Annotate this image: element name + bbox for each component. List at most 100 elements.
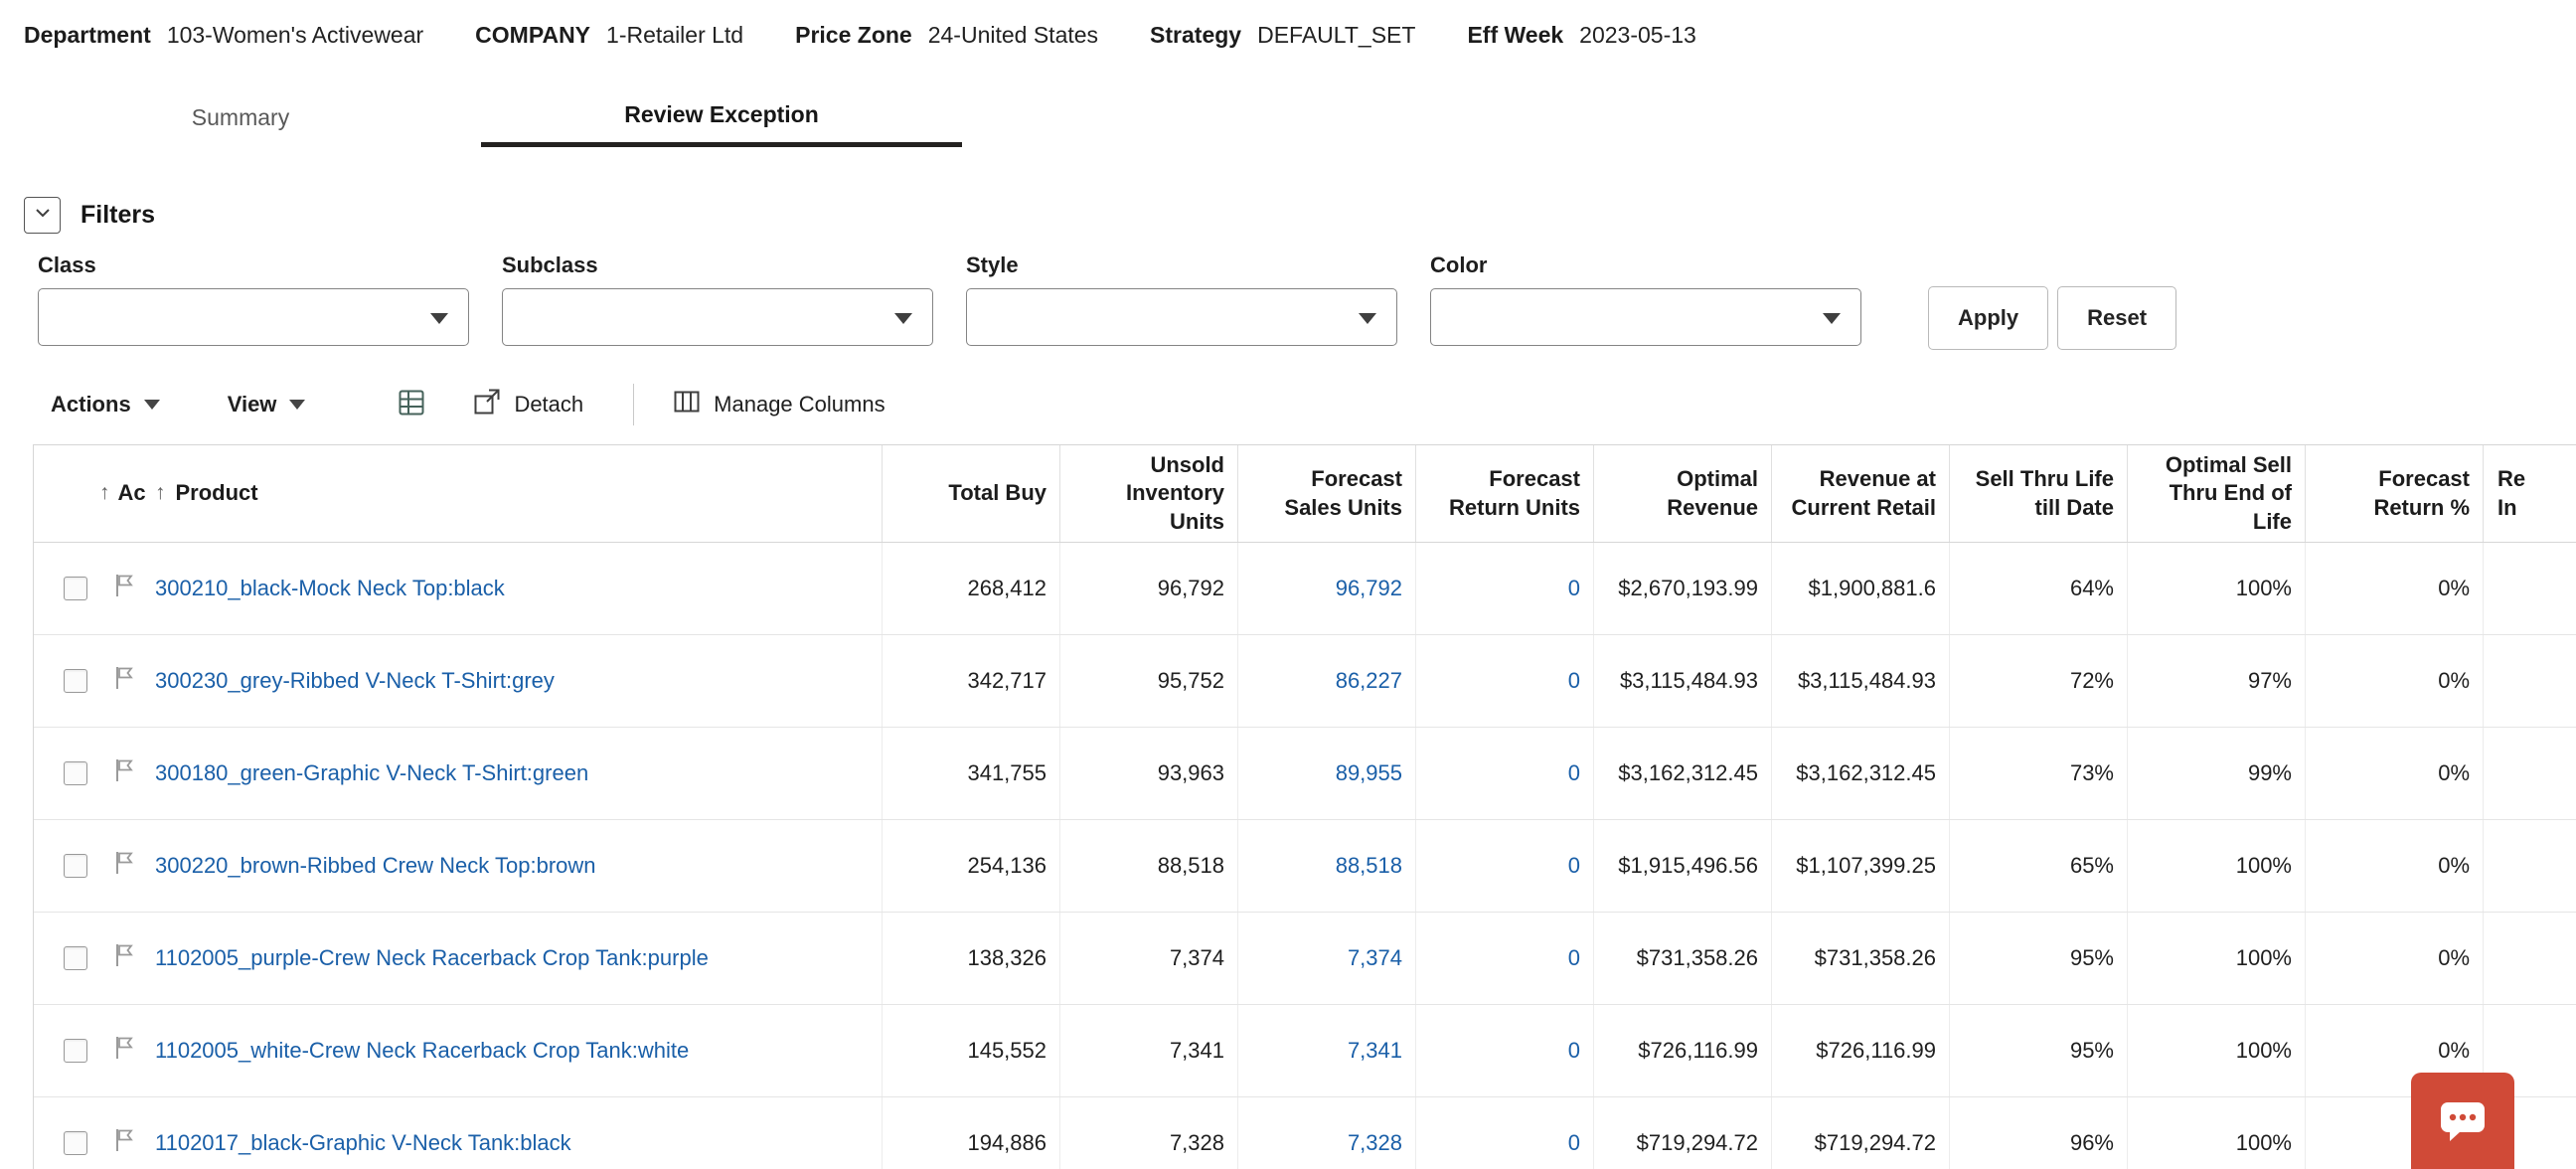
filters-collapse-button[interactable] (24, 197, 61, 234)
forecast-return-units-link[interactable]: 0 (1567, 668, 1580, 693)
class-select[interactable] (38, 288, 469, 346)
row-checkbox[interactable] (64, 854, 87, 878)
product-link[interactable]: 1102005_purple-Crew Neck Racerback Crop … (155, 945, 709, 970)
detach-button[interactable]: Detach (472, 387, 583, 422)
cell-forecast-return-pct: 0% (2306, 1005, 2484, 1096)
forecast-sales-units-link[interactable]: 89,955 (1335, 760, 1402, 785)
class-label: Class (38, 252, 96, 277)
apply-button[interactable]: Apply (1928, 286, 2049, 350)
manage-columns-button[interactable]: Manage Columns (672, 387, 886, 422)
flag-icon[interactable] (112, 757, 136, 789)
forecast-return-units-link[interactable]: 0 (1567, 760, 1580, 785)
flag-icon[interactable] (112, 665, 136, 697)
header-sell-thru-life-till-date[interactable]: Sell Thru Life till Date (1950, 445, 2128, 542)
cell-truncated-column (2484, 635, 2576, 727)
filter-field-subclass: Subclass (502, 252, 933, 346)
cell-flag (93, 820, 155, 912)
forecast-return-units-link[interactable]: 0 (1567, 576, 1580, 600)
header-unsold-inventory-units[interactable]: Unsold Inventory Units (1060, 445, 1238, 542)
flag-icon[interactable] (112, 850, 136, 882)
table-row[interactable]: 300210_black-Mock Neck Top:black 268,412… (34, 543, 2576, 635)
cell-truncated-column (2484, 913, 2576, 1004)
product-link[interactable]: 300230_grey-Ribbed V-Neck T-Shirt:grey (155, 668, 555, 693)
cell-sell-thru-life-till-date: 96% (1950, 1097, 2128, 1169)
flag-icon[interactable] (112, 573, 136, 604)
forecast-sales-units-link[interactable]: 7,341 (1347, 1038, 1402, 1063)
exceptions-table: ↑ Ac ↑ Product Total Buy Unsold Inventor… (33, 444, 2576, 1169)
header-total-buy[interactable]: Total Buy (883, 445, 1060, 542)
product-link[interactable]: 300210_black-Mock Neck Top:black (155, 576, 505, 600)
export-to-excel-button[interactable] (397, 388, 426, 422)
cell-revenue-at-current-retail: $726,116.99 (1772, 1005, 1950, 1096)
header-product[interactable]: ↑ Product (155, 445, 883, 542)
forecast-sales-units-link[interactable]: 7,328 (1347, 1130, 1402, 1155)
header-forecast-return-units[interactable]: Forecast Return Units (1416, 445, 1594, 542)
cell-flag (93, 543, 155, 634)
product-link[interactable]: 1102017_black-Graphic V-Neck Tank:black (155, 1130, 571, 1155)
sort-ascending-icon[interactable]: ↑ (99, 481, 110, 505)
table-row[interactable]: 300180_green-Graphic V-Neck T-Shirt:gree… (34, 728, 2576, 820)
header-forecast-sales-units[interactable]: Forecast Sales Units (1238, 445, 1416, 542)
forecast-sales-units-link[interactable]: 7,374 (1347, 945, 1402, 970)
toolbar-divider (633, 384, 635, 425)
cell-flag (93, 1005, 155, 1096)
row-checkbox[interactable] (64, 577, 87, 600)
cell-optimal-sell-thru-end-of-life: 100% (2128, 820, 2306, 912)
table-row[interactable]: 1102017_black-Graphic V-Neck Tank:black … (34, 1097, 2576, 1169)
header-optimal-sell-thru-end-of-life[interactable]: Optimal Sell Thru End of Life (2128, 445, 2306, 542)
forecast-sales-units-link[interactable]: 88,518 (1335, 853, 1402, 878)
context-label: COMPANY (475, 22, 591, 48)
cell-sell-thru-life-till-date: 64% (1950, 543, 2128, 634)
color-select[interactable] (1430, 288, 1861, 346)
cell-revenue-at-current-retail: $1,900,881.6 (1772, 543, 1950, 634)
flag-icon[interactable] (112, 1127, 136, 1159)
table-row[interactable]: 1102005_white-Crew Neck Racerback Crop T… (34, 1005, 2576, 1097)
tab-summary[interactable]: Summary (191, 103, 290, 130)
product-link[interactable]: 300180_green-Graphic V-Neck T-Shirt:gree… (155, 760, 589, 785)
cell-forecast-sales-units: 7,328 (1238, 1097, 1416, 1169)
tab-review-exception[interactable]: Review Exception (481, 87, 962, 147)
cell-revenue-at-current-retail: $719,294.72 (1772, 1097, 1950, 1169)
row-checkbox[interactable] (64, 946, 87, 970)
subclass-select[interactable] (502, 288, 933, 346)
style-select[interactable] (966, 288, 1397, 346)
flag-icon[interactable] (112, 942, 136, 974)
forecast-return-units-link[interactable]: 0 (1567, 853, 1580, 878)
cell-optimal-sell-thru-end-of-life: 100% (2128, 1005, 2306, 1096)
cell-unsold-inventory-units: 7,341 (1060, 1005, 1238, 1096)
product-link[interactable]: 1102005_white-Crew Neck Racerback Crop T… (155, 1038, 690, 1063)
product-link[interactable]: 300220_brown-Ribbed Crew Neck Top:brown (155, 853, 596, 878)
actions-menu[interactable]: Actions (51, 392, 160, 418)
row-checkbox[interactable] (64, 669, 87, 693)
cell-flag (93, 913, 155, 1004)
cell-unsold-inventory-units: 95,752 (1060, 635, 1238, 727)
cell-revenue-at-current-retail: $731,358.26 (1772, 913, 1950, 1004)
header-optimal-revenue[interactable]: Optimal Revenue (1594, 445, 1772, 542)
cell-forecast-return-units: 0 (1416, 728, 1594, 819)
flag-icon[interactable] (112, 1035, 136, 1067)
forecast-return-units-link[interactable]: 0 (1567, 1038, 1580, 1063)
row-checkbox[interactable] (64, 761, 87, 785)
context-value: 2023-05-13 (1579, 22, 1696, 48)
table-row[interactable]: 300220_brown-Ribbed Crew Neck Top:brown … (34, 820, 2576, 913)
header-truncated-column[interactable]: Re In (2484, 445, 2576, 542)
feedback-button[interactable] (2411, 1073, 2514, 1169)
forecast-return-units-link[interactable]: 0 (1567, 1130, 1580, 1155)
header-forecast-return-pct[interactable]: Forecast Return % (2306, 445, 2484, 542)
header-flag-column[interactable]: ↑ Ac (93, 445, 155, 542)
forecast-sales-units-link[interactable]: 96,792 (1335, 576, 1402, 600)
header-revenue-at-current-retail[interactable]: Revenue at Current Retail (1772, 445, 1950, 542)
reset-button[interactable]: Reset (2057, 286, 2177, 350)
table-row[interactable]: 1102005_purple-Crew Neck Racerback Crop … (34, 913, 2576, 1005)
view-menu[interactable]: View (228, 392, 306, 418)
cell-forecast-sales-units: 7,374 (1238, 913, 1416, 1004)
cell-revenue-at-current-retail: $3,162,312.45 (1772, 728, 1950, 819)
row-checkbox[interactable] (64, 1131, 87, 1155)
table-toolbar: Actions View (51, 378, 886, 431)
sort-ascending-icon[interactable]: ↑ (155, 481, 166, 505)
cell-flag (93, 635, 155, 727)
table-row[interactable]: 300230_grey-Ribbed V-Neck T-Shirt:grey 3… (34, 635, 2576, 728)
forecast-return-units-link[interactable]: 0 (1567, 945, 1580, 970)
row-checkbox[interactable] (64, 1039, 87, 1063)
forecast-sales-units-link[interactable]: 86,227 (1335, 668, 1402, 693)
